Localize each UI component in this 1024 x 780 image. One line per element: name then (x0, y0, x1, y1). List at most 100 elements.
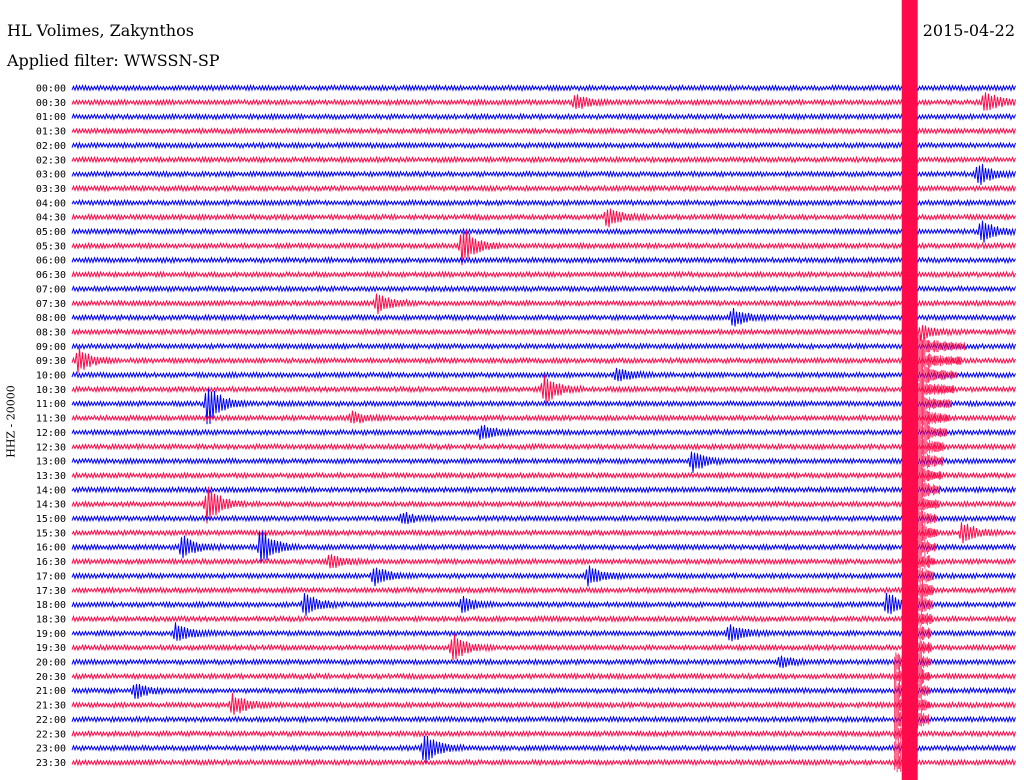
seismic-trace (71, 586, 1016, 595)
seismic-trace (71, 622, 1016, 642)
date-label: 2015-04-22 (922, 21, 1015, 40)
time-tick-label: 05:30 (36, 241, 66, 252)
seismic-trace (71, 683, 1016, 699)
seismic-trace (71, 112, 1016, 121)
time-tick-label: 19:00 (36, 629, 66, 640)
seismic-trace (71, 307, 1016, 327)
time-tick-label: 16:30 (36, 557, 66, 568)
trace-group (71, 83, 1016, 767)
time-tick-label: 05:00 (36, 227, 66, 238)
seismic-trace (71, 325, 1016, 341)
seismic-trace (71, 729, 1016, 738)
seismic-trace (71, 672, 1016, 681)
time-tick-label: 15:30 (36, 528, 66, 539)
time-tick-label: 07:30 (36, 299, 66, 310)
time-tick-label: 17:00 (36, 571, 66, 582)
seismic-trace (71, 270, 1016, 279)
seismic-trace (71, 758, 1016, 767)
time-tick-label: 18:30 (36, 614, 66, 625)
time-tick-label: 13:30 (36, 471, 66, 482)
seismic-trace (71, 367, 1016, 382)
mainshock-group (894, 0, 965, 780)
seismic-trace (71, 565, 1016, 587)
time-tick-label: 01:30 (36, 127, 66, 138)
time-tick-labels: 00:00 00:30 01:00 01:30 02:00 02:30 03:00 03:30… (36, 84, 66, 769)
seismic-trace (71, 284, 1016, 294)
time-tick-label: 11:30 (36, 414, 66, 425)
mainshock-coda (917, 335, 965, 729)
time-tick-label: 03:30 (36, 184, 66, 195)
seismic-trace (71, 693, 1016, 715)
time-tick-label: 22:30 (36, 729, 66, 740)
time-tick-label: 20:00 (36, 658, 66, 669)
seismic-trace (71, 155, 1016, 164)
seismic-trace (71, 141, 1016, 150)
seismic-trace (71, 184, 1016, 193)
seismic-trace (71, 342, 1016, 351)
time-tick-label: 08:30 (36, 327, 66, 338)
seismic-trace (71, 634, 1016, 661)
seismic-trace (71, 208, 1016, 228)
seismic-trace (71, 471, 1016, 480)
time-tick-label: 23:00 (36, 744, 66, 755)
time-tick-label: 21:00 (36, 686, 66, 697)
seismic-trace (71, 735, 1016, 763)
time-tick-label: 02:30 (36, 155, 66, 166)
time-tick-label: 00:30 (36, 98, 66, 109)
time-tick-label: 13:00 (36, 457, 66, 468)
time-tick-label: 11:00 (36, 399, 66, 410)
seismic-trace (71, 220, 1016, 243)
time-tick-label: 23:30 (36, 758, 66, 769)
time-tick-label: 12:00 (36, 428, 66, 439)
seismic-trace (71, 256, 1016, 265)
time-tick-label: 10:00 (36, 371, 66, 382)
time-tick-label: 07:00 (36, 284, 66, 295)
seismic-trace (71, 451, 1016, 473)
seismic-trace (71, 375, 1016, 404)
mainshock-onset (894, 652, 903, 773)
seismic-trace (71, 592, 1016, 616)
time-tick-label: 06:00 (36, 256, 66, 267)
filter-label: Applied filter: WWSSN-SP (7, 51, 220, 70)
time-tick-label: 15:00 (36, 514, 66, 525)
time-tick-label: 04:30 (36, 213, 66, 224)
seismic-trace (71, 486, 1016, 524)
seismic-trace (71, 126, 1016, 136)
time-tick-label: 18:00 (36, 600, 66, 611)
seismic-trace (71, 92, 1016, 111)
time-tick-label: 08:00 (36, 313, 66, 324)
seismic-trace (71, 522, 1016, 544)
mainshock-saturation-band (901, 0, 918, 780)
seismic-trace (71, 485, 1016, 494)
time-tick-label: 21:30 (36, 701, 66, 712)
seismic-trace (71, 198, 1016, 207)
time-tick-label: 09:30 (36, 356, 66, 367)
seismic-trace (71, 531, 1016, 564)
seismic-trace (71, 425, 1016, 441)
seismic-trace (71, 511, 1016, 525)
time-tick-label: 00:00 (36, 84, 66, 95)
time-tick-label: 14:30 (36, 500, 66, 511)
seismic-trace (71, 614, 1016, 624)
seismic-trace (71, 442, 1016, 451)
time-tick-label: 20:30 (36, 672, 66, 683)
seismic-trace (71, 83, 1016, 93)
time-tick-label: 16:00 (36, 543, 66, 554)
time-tick-label: 22:00 (36, 715, 66, 726)
time-tick-label: 19:30 (36, 643, 66, 654)
seismic-trace (71, 293, 1016, 315)
station-title: HL Volimes, Zakynthos (7, 21, 194, 40)
seismic-trace (71, 230, 1016, 266)
time-tick-label: 10:30 (36, 385, 66, 396)
seismic-trace (71, 388, 1016, 425)
seismic-trace (71, 164, 1016, 186)
seismic-trace (71, 410, 1016, 424)
time-tick-label: 06:30 (36, 270, 66, 281)
time-tick-label: 14:00 (36, 485, 66, 496)
seismic-trace (71, 347, 1016, 374)
time-tick-label: 17:30 (36, 586, 66, 597)
seismic-trace (71, 655, 1016, 669)
time-tick-label: 04:00 (36, 198, 66, 209)
time-tick-label: 03:00 (36, 170, 66, 181)
